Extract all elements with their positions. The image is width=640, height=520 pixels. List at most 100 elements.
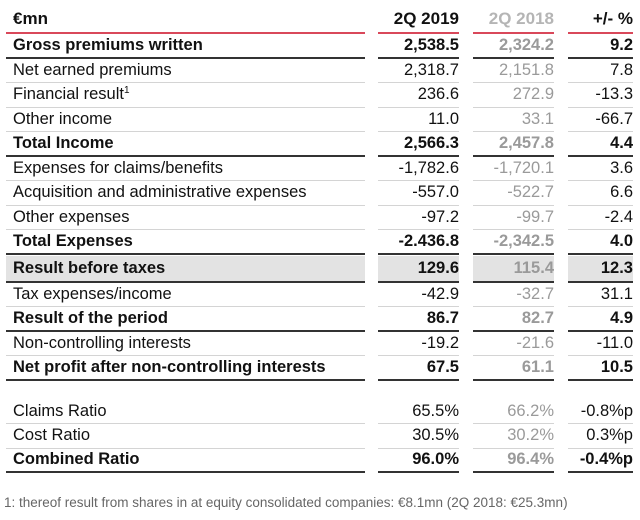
value-2q-2018: 2,324.2 xyxy=(473,34,554,59)
table-row: Combined Ratio 96.0% 96.4% -0.4%p xyxy=(0,449,640,473)
value-2q-2019: 2,318.7 xyxy=(378,59,459,83)
table-header: €mn 2Q 2019 2Q 2018 +/- % xyxy=(0,6,640,34)
value-change: 31.1 xyxy=(568,283,633,307)
value-2q-2019: 67.5 xyxy=(378,356,459,381)
value-2q-2018: -99.7 xyxy=(473,206,554,230)
table-row: Total Expenses -2.436.8 -2,342.5 4.0 xyxy=(0,230,640,255)
row-label: Total Income xyxy=(6,132,365,157)
value-change: 7.8 xyxy=(568,59,633,83)
value-change: -0.8%p xyxy=(568,400,633,424)
value-2q-2018: 96.4% xyxy=(473,449,554,473)
row-label: Tax expenses/income xyxy=(6,283,365,307)
table-row: Other expenses -97.2 -99.7 -2.4 xyxy=(0,206,640,230)
table-row: Cost Ratio 30.5% 30.2% 0.3%p xyxy=(0,424,640,449)
value-change: -0.4%p xyxy=(568,449,633,473)
table-row: Claims Ratio 65.5% 66.2% -0.8%p xyxy=(0,400,640,424)
value-2q-2018: 272.9 xyxy=(473,83,554,108)
row-label: Result of the period xyxy=(6,307,365,332)
value-2q-2019: -97.2 xyxy=(378,206,459,230)
value-change: 6.6 xyxy=(568,181,633,206)
value-2q-2018: -21.6 xyxy=(473,332,554,356)
row-label: Combined Ratio xyxy=(6,449,365,473)
value-2q-2018: -1,720.1 xyxy=(473,157,554,181)
table-row: Result before taxes 129.6 115.4 12.3 xyxy=(0,255,640,283)
row-label: Other expenses xyxy=(6,206,365,230)
row-label-text: Tax expenses/income xyxy=(13,284,172,303)
row-label: Other income xyxy=(6,108,365,132)
row-label: Acquisition and administrative expenses xyxy=(6,181,365,206)
table-row: Other income 11.0 33.1 -66.7 xyxy=(0,108,640,132)
income-statement-table: €mn 2Q 2019 2Q 2018 +/- % Gross premiums… xyxy=(0,6,640,473)
value-2q-2019: 11.0 xyxy=(378,108,459,132)
value-2q-2019: 236.6 xyxy=(378,83,459,108)
row-label-text: Other expenses xyxy=(13,207,130,226)
row-label-text: Cost Ratio xyxy=(13,426,91,445)
table-row: Non-controlling interests -19.2 -21.6 -11.0 xyxy=(0,332,640,356)
value-change: 3.6 xyxy=(568,157,633,181)
value-change: -13.3 xyxy=(568,83,633,108)
value-2q-2018: 82.7 xyxy=(473,307,554,332)
table-row: Gross premiums written 2,538.5 2,324.2 9.2 xyxy=(0,34,640,59)
value-2q-2018: 2,457.8 xyxy=(473,132,554,157)
value-2q-2019: -1,782.6 xyxy=(378,157,459,181)
table-row: Net profit after non-controlling interes… xyxy=(0,356,640,381)
value-change: -11.0 xyxy=(568,332,633,356)
value-2q-2018: -2,342.5 xyxy=(473,230,554,255)
row-label-text: Total Income xyxy=(13,133,114,152)
table-row: Result of the period 86.7 82.7 4.9 xyxy=(0,307,640,332)
row-label: Net profit after non-controlling interes… xyxy=(6,356,365,381)
row-label-text: Other income xyxy=(13,109,113,128)
row-label-text: Net earned premiums xyxy=(13,60,172,79)
value-change: 12.3 xyxy=(568,255,633,283)
value-2q-2019: 2,538.5 xyxy=(378,34,459,59)
table-row: Acquisition and administrative expenses -… xyxy=(0,181,640,206)
table-row: Net earned premiums 2,318.7 2,151.8 7.8 xyxy=(0,59,640,83)
value-2q-2018: 61.1 xyxy=(473,356,554,381)
value-2q-2018: 30.2% xyxy=(473,424,554,449)
row-label-text: Acquisition and administrative expenses xyxy=(13,183,307,202)
value-2q-2018: 115.4 xyxy=(473,255,554,283)
row-label-text: Non-controlling interests xyxy=(13,333,191,352)
row-label: Non-controlling interests xyxy=(6,332,365,356)
table-row: Tax expenses/income -42.9 -32.7 31.1 xyxy=(0,283,640,307)
row-label: Total Expenses xyxy=(6,230,365,255)
row-label: Net earned premiums xyxy=(6,59,365,83)
value-2q-2018: 2,151.8 xyxy=(473,59,554,83)
value-2q-2019: 96.0% xyxy=(378,449,459,473)
value-change: 4.9 xyxy=(568,307,633,332)
value-2q-2019: 129.6 xyxy=(378,255,459,283)
value-change: 4.0 xyxy=(568,230,633,255)
table-row: Total Income 2,566.3 2,457.8 4.4 xyxy=(0,132,640,157)
header-2q-2018: 2Q 2018 xyxy=(473,6,554,34)
row-label-text: Claims Ratio xyxy=(13,401,107,420)
row-label-text: Financial result xyxy=(13,85,124,104)
value-2q-2019: 2,566.3 xyxy=(378,132,459,157)
row-label-text: Result of the period xyxy=(13,308,168,327)
value-2q-2019: 86.7 xyxy=(378,307,459,332)
value-2q-2019: -2.436.8 xyxy=(378,230,459,255)
value-2q-2018: 33.1 xyxy=(473,108,554,132)
value-2q-2018: 66.2% xyxy=(473,400,554,424)
value-change: 0.3%p xyxy=(568,424,633,449)
value-change: 10.5 xyxy=(568,356,633,381)
value-2q-2019: -42.9 xyxy=(378,283,459,307)
row-label: Result before taxes xyxy=(6,255,365,283)
value-change: 9.2 xyxy=(568,34,633,59)
header-unit: €mn xyxy=(6,6,365,34)
value-change: 4.4 xyxy=(568,132,633,157)
table-row: Expenses for claims/benefits -1,782.6 -1,7… xyxy=(0,157,640,181)
row-label-text: Total Expenses xyxy=(13,231,133,250)
row-label: Claims Ratio xyxy=(6,400,365,424)
row-label: Gross premiums written xyxy=(6,34,365,59)
table-row: Financial result 1 236.6 272.9 -13.3 xyxy=(0,83,640,108)
row-label-text: Result before taxes xyxy=(13,258,166,277)
header-2q-2019: 2Q 2019 xyxy=(378,6,459,34)
value-change: -2.4 xyxy=(568,206,633,230)
value-2q-2019: -19.2 xyxy=(378,332,459,356)
footnote-marker: 1 xyxy=(123,85,130,97)
row-label-text: Expenses for claims/benefits xyxy=(13,158,224,177)
row-label: Financial result 1 xyxy=(6,83,365,108)
value-2q-2018: -32.7 xyxy=(473,283,554,307)
row-label-text: Net profit after non-controlling interes… xyxy=(13,357,326,376)
row-label: Expenses for claims/benefits xyxy=(6,157,365,181)
